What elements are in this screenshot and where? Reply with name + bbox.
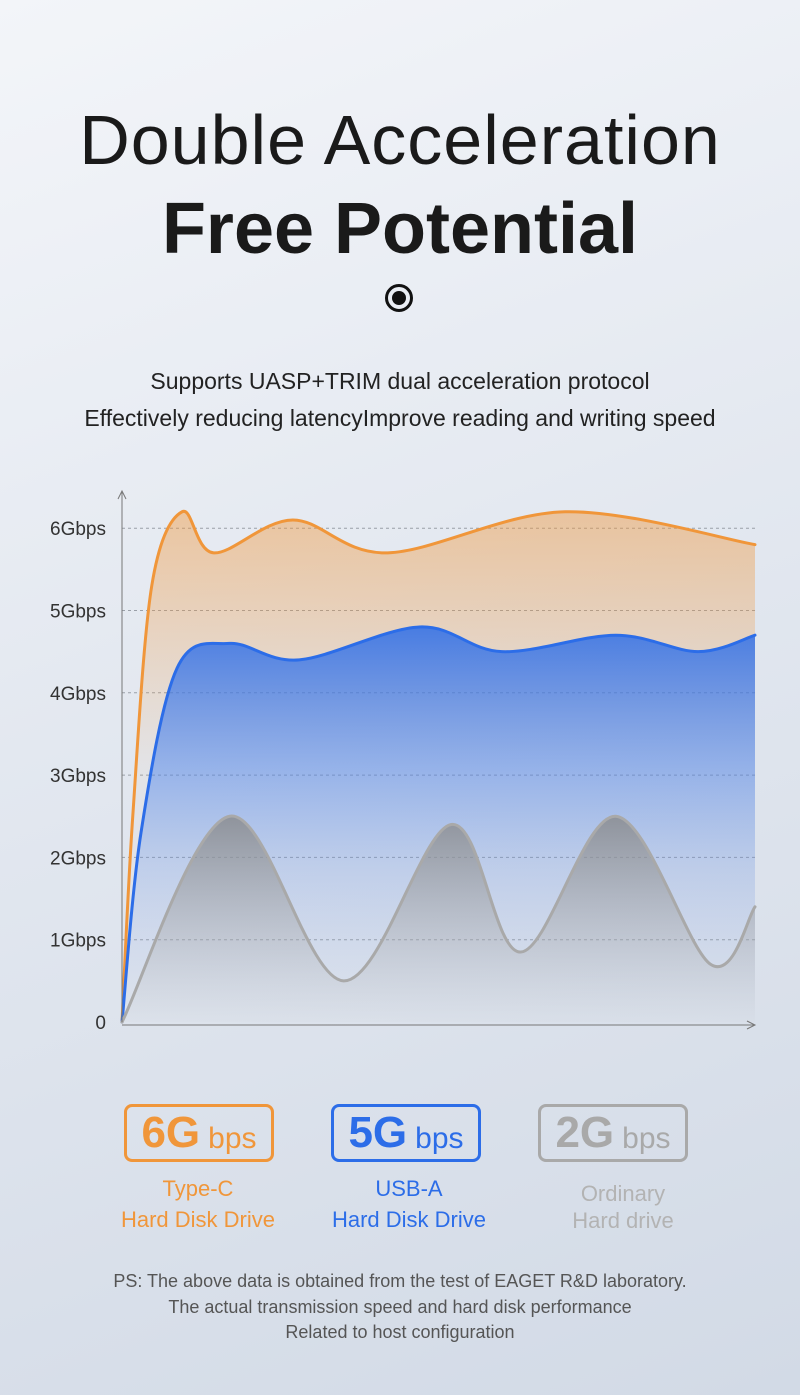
y-tick-label: 5Gbps [50, 602, 106, 623]
description-line-1: Supports UASP+TRIM dual acceleration pro… [150, 368, 650, 394]
caption-ordinary: Ordinary Hard drive [523, 1180, 723, 1234]
speed-chart: 0 1Gbps 2Gbps 3Gbps 4Gbps 5Gbps 6Gbps [50, 489, 757, 1034]
area-layer [122, 511, 755, 1022]
y-tick-label: 0 [95, 1013, 106, 1034]
y-tick-label: 1Gbps [50, 931, 106, 952]
series-area [122, 816, 755, 1022]
badge-unit: bps [415, 1122, 464, 1155]
caption-line-2: Hard drive [572, 1208, 674, 1233]
series-line [120, 510, 757, 1024]
line-layer [120, 510, 757, 1024]
caption-line-1: USB-A [375, 1176, 443, 1201]
caption-line-1: Type-C [162, 1176, 234, 1201]
page-subtitle: Free Potential [161, 189, 639, 269]
tick-label-layer: 0 1Gbps 2Gbps 3Gbps 4Gbps 5Gbps 6Gbps [50, 519, 106, 1034]
y-tick-label: 6Gbps [50, 519, 106, 540]
badge-unit: bps [622, 1122, 671, 1155]
y-tick-label: 4Gbps [50, 684, 106, 705]
page-title: Double Acceleration [79, 101, 721, 179]
caption-line-1: Ordinary [580, 1181, 666, 1206]
footnote-line-1: PS: The above data is obtained from the … [113, 1271, 687, 1291]
badge-usb-a: 5G bps [331, 1104, 481, 1162]
axis-layer [117, 489, 757, 1030]
footnote-line-3: Related to host configuration [285, 1322, 515, 1342]
y-tick-label: 2Gbps [50, 848, 106, 869]
caption-line-2: Hard Disk Drive [120, 1207, 276, 1232]
badge-value: 6G [141, 1108, 201, 1157]
series-line [120, 625, 757, 1024]
badge-value: 2G [555, 1108, 615, 1157]
radio-dot-icon [385, 284, 413, 312]
y-axis-arrow-icon [117, 489, 127, 500]
description-line-2: Effectively reducing latencyImprove read… [84, 405, 716, 431]
footnote-line-2: The actual transmission speed and hard d… [168, 1297, 632, 1317]
caption-type-c: Type-C Hard Disk Drive [98, 1173, 298, 1235]
badge-unit: bps [208, 1122, 257, 1155]
x-axis-arrow-icon [746, 1020, 757, 1030]
y-tick-label: 3Gbps [50, 766, 106, 787]
badge-type-c: 6G bps [124, 1104, 274, 1162]
badge-value: 5G [348, 1108, 408, 1157]
badge-ordinary: 2G bps [538, 1104, 688, 1162]
series-line [120, 814, 757, 1024]
caption-usb-a: USB-A Hard Disk Drive [309, 1173, 509, 1235]
caption-line-2: Hard Disk Drive [331, 1207, 487, 1232]
